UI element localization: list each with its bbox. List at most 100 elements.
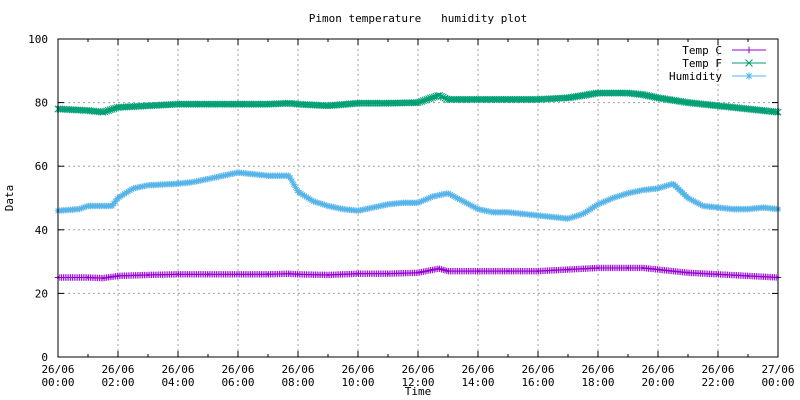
- data-point: [731, 207, 735, 211]
- data-point: [656, 96, 660, 100]
- data-point: [176, 273, 180, 276]
- data-point: [206, 102, 210, 106]
- x-tick-label-time: 22:00: [701, 376, 734, 389]
- legend-swatch-marker: [745, 72, 753, 80]
- data-point: [641, 188, 645, 192]
- data-point: [686, 271, 690, 274]
- data-point: [611, 196, 615, 200]
- data-point: [716, 104, 720, 107]
- data-point: [701, 204, 705, 208]
- data-point: [101, 276, 105, 280]
- data-point: [596, 203, 600, 206]
- data-point: [206, 273, 210, 276]
- x-tick-label-date: 26/06: [401, 363, 434, 376]
- legend-label: Temp C: [682, 44, 722, 57]
- data-point: [326, 273, 330, 277]
- x-tick-label-date: 26/06: [221, 363, 254, 376]
- x-tick-label-time: 08:00: [281, 376, 314, 389]
- data-point: [356, 209, 360, 212]
- data-point: [386, 272, 390, 275]
- data-point: [656, 268, 660, 271]
- data-point: [626, 266, 630, 270]
- legend-label: Humidity: [669, 70, 722, 83]
- data-point: [86, 204, 90, 208]
- data-point: [746, 207, 750, 211]
- chart-title: Pimon temperature humidity plot: [309, 12, 528, 25]
- x-tick-label-time: 04:00: [161, 376, 194, 389]
- x-tick-label-date: 26/06: [581, 363, 614, 376]
- data-point: [716, 206, 720, 209]
- x-tick-label-time: 02:00: [101, 376, 134, 389]
- legend-swatch-marker: [745, 59, 753, 67]
- x-tick-label-date: 26/06: [461, 363, 494, 376]
- y-tick-label: 80: [35, 97, 48, 110]
- data-point: [506, 211, 510, 214]
- data-point: [437, 267, 441, 270]
- y-tick-label: 100: [28, 33, 48, 46]
- y-tick-label: 20: [35, 287, 48, 300]
- x-tick-label-time: 06:00: [221, 376, 254, 389]
- data-point: [356, 102, 360, 105]
- data-point: [236, 273, 240, 276]
- data-point: [116, 106, 120, 109]
- y-tick-label: 60: [35, 160, 48, 173]
- data-point: [671, 182, 675, 185]
- data-point: [536, 98, 540, 101]
- data-point: [551, 215, 555, 219]
- data-point: [476, 207, 480, 211]
- data-point: [221, 174, 225, 177]
- data-point: [176, 182, 180, 185]
- series-layer: [54, 89, 782, 282]
- data-point: [401, 201, 405, 204]
- x-tick-label-date: 26/06: [641, 363, 674, 376]
- data-point: [626, 192, 630, 195]
- data-point: [287, 174, 291, 177]
- data-point: [581, 212, 585, 216]
- x-tick-label-date: 26/06: [41, 363, 74, 376]
- series-temp-c: [54, 264, 782, 282]
- x-tick-label-time: 16:00: [521, 376, 554, 389]
- legend-label: Temp F: [682, 57, 722, 70]
- data-point: [266, 273, 270, 276]
- data-point: [287, 102, 291, 105]
- data-point: [101, 110, 105, 114]
- data-point: [431, 195, 435, 198]
- data-point: [296, 273, 300, 276]
- y-tick-label: 40: [35, 224, 48, 237]
- x-tick-label-time: 12:00: [401, 376, 434, 389]
- x-tick-label-date: 27/06: [761, 363, 794, 376]
- data-point: [236, 102, 240, 106]
- data-point: [491, 211, 495, 214]
- tick-layer: 02040608010026/0600:0026/0602:0026/0604:…: [28, 33, 794, 389]
- data-point: [386, 203, 390, 206]
- legend-swatch-marker: [745, 46, 753, 54]
- x-tick-label-time: 00:00: [761, 376, 794, 389]
- data-point: [146, 273, 150, 277]
- data-point: [77, 207, 81, 211]
- data-point: [596, 266, 600, 270]
- x-tick-label-time: 00:00: [41, 376, 74, 389]
- data-point: [146, 104, 150, 107]
- data-point: [146, 184, 150, 187]
- x-tick-label-time: 14:00: [461, 376, 494, 389]
- data-point: [446, 269, 450, 273]
- data-point: [446, 98, 450, 101]
- data-point: [86, 276, 90, 279]
- data-point: [251, 172, 255, 176]
- x-tick-label-time: 18:00: [581, 376, 614, 389]
- data-point: [386, 102, 390, 105]
- x-tick-label-date: 26/06: [161, 363, 194, 376]
- data-point: [476, 269, 480, 273]
- data-point: [341, 207, 345, 211]
- data-point: [371, 206, 375, 209]
- data-point: [116, 274, 120, 278]
- x-tick-label-time: 20:00: [641, 376, 674, 389]
- data-point: [566, 217, 570, 220]
- data-point: [356, 272, 360, 275]
- data-point: [296, 102, 300, 106]
- data-point: [596, 91, 600, 95]
- data-point: [761, 206, 765, 209]
- series-temp-f: [54, 89, 782, 116]
